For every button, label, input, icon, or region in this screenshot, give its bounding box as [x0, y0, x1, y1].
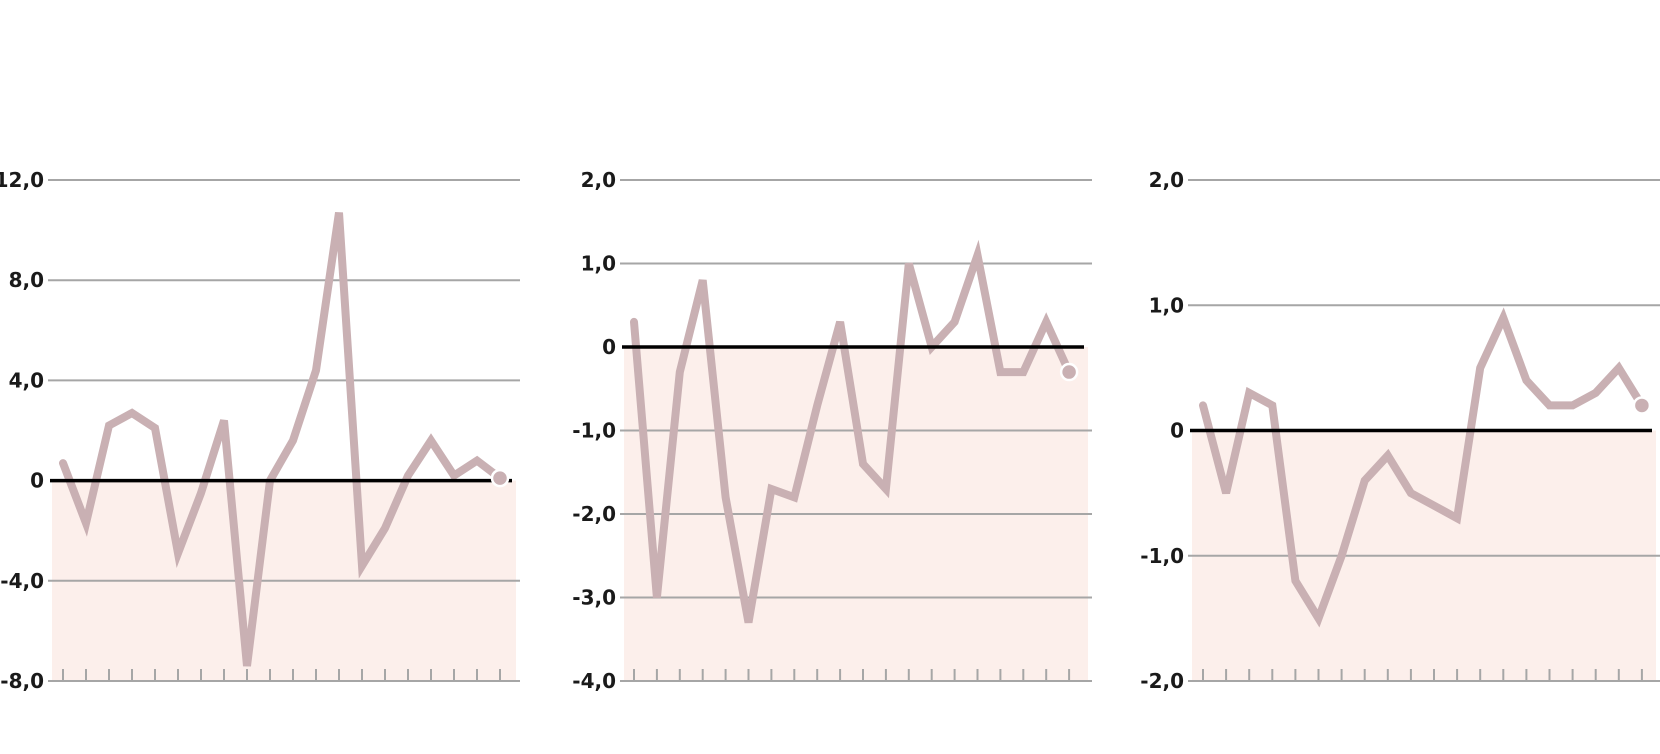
series-line — [630, 239, 1074, 624]
end-point-marker — [1059, 362, 1079, 382]
y-tick-label: 1,0 — [581, 252, 616, 276]
y-tick-label: -1,0 — [572, 419, 616, 443]
series-line — [59, 212, 504, 667]
panel-1: 12,0 8,0 4,0 0 -4,0 -8,0 — [0, 168, 520, 693]
y-tick-label: 4,0 — [9, 368, 44, 392]
y-tick-label: 8,0 — [9, 268, 44, 292]
y-tick-label: 2,0 — [581, 168, 616, 192]
end-point-marker — [490, 468, 510, 488]
y-tick-label: 0 — [602, 335, 616, 359]
y-tick-label: 0 — [1170, 419, 1184, 443]
y-tick-label: 2,0 — [1149, 168, 1184, 192]
y-tick-label: -3,0 — [572, 586, 616, 610]
y-tick-label: 12,0 — [0, 168, 44, 192]
y-tick-label: -4,0 — [572, 669, 616, 693]
series-line — [1199, 307, 1646, 628]
y-tick-label: -2,0 — [572, 502, 616, 526]
y-tick-label: 0 — [30, 469, 44, 493]
panel-3: 2,0 1,0 0 -1,0 -2,0 — [1140, 168, 1660, 693]
y-tick-label: 1,0 — [1149, 293, 1184, 317]
y-tick-label: -4,0 — [0, 569, 44, 593]
y-tick-label: -2,0 — [1140, 669, 1184, 693]
y-tick-label: -1,0 — [1140, 544, 1184, 568]
y-tick-label: -8,0 — [0, 669, 44, 693]
panel-2: 2,0 1,0 0 -1,0 -2,0 -3,0 -4,0 — [572, 168, 1092, 693]
end-point-marker — [1632, 396, 1652, 415]
